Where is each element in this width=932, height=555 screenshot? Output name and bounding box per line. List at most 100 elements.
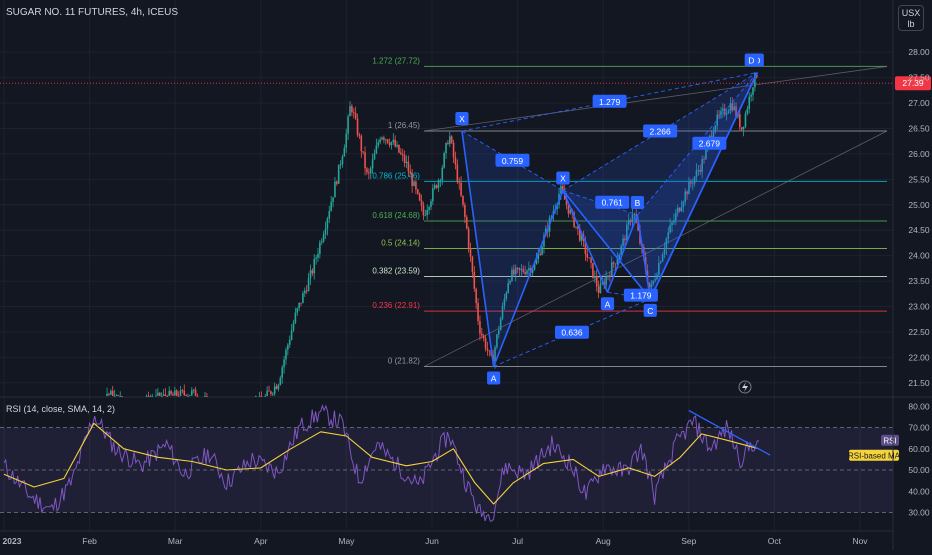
time-tick-label: Oct [768,536,782,546]
candle-body [592,262,594,278]
candle-body [319,242,321,254]
candle-body [693,176,696,184]
candle-body [405,161,408,163]
candle-body [377,142,380,146]
candle-body [275,386,278,390]
candle-body [740,127,743,130]
candle-body [482,335,485,339]
candle-body [441,167,444,181]
candle-body [752,87,754,95]
candle-body [268,390,270,392]
candle-body [727,111,730,114]
rsi-tick-label: 60.00 [908,444,930,454]
candle-body [181,390,184,391]
candle-body [330,201,332,212]
price-tick-label: 28.00 [908,47,930,57]
pattern-ratio-label: 2.679 [699,139,721,149]
rsi-tick-label: 50.00 [908,465,930,475]
candle-body [149,396,152,397]
candle-body [354,112,357,119]
candle-body [501,305,504,319]
rsi-trendline [688,409,771,456]
price-tick-label: 27.00 [908,98,930,108]
candle-body [518,267,521,270]
candle-body [166,396,169,397]
candle-body [725,113,728,115]
candle-body [194,389,197,396]
candle-body [415,181,417,190]
candle-body [145,396,148,397]
candle-body [539,253,541,255]
pattern-point-label-box [487,371,501,385]
candle-body [601,282,604,284]
rsi-line [3,404,760,522]
candle-body [428,207,430,211]
pattern-point-label: A [605,299,611,309]
candle-body [618,254,621,259]
candle-body [718,114,720,116]
candle-body [639,230,641,244]
candle-body [648,282,651,288]
chart-title: SUGAR NO. 11 FUTURES, 4h, ICEUS [6,7,179,18]
candle-body [654,279,656,281]
candle-body [712,131,715,139]
candle-body [631,214,634,223]
candle-body [560,185,562,194]
candle-body [462,195,464,205]
candle-body [550,216,553,218]
candle-body [381,137,383,140]
candle-body [561,185,564,192]
candle-body [433,185,436,189]
candle-body [271,393,274,395]
candle-body [396,144,398,147]
candle-body [484,338,487,349]
candle-body [473,271,476,289]
candle-body [701,159,703,172]
candle-body [290,330,293,340]
rsi-pane: RSI RSI-based MA [0,404,901,522]
candle-body [418,193,421,201]
candle-body [577,226,579,229]
candle-body [386,139,389,143]
fib-level-label: 0.236 (22.91) [372,301,420,310]
candle-body [516,267,519,269]
candle-body [422,205,425,216]
candle-body [514,267,517,275]
candle-body [413,181,415,186]
pattern-ratio-line [562,190,638,216]
candle-body [285,349,287,360]
candle-body [320,241,323,243]
candle-body [170,390,172,395]
unit-selector[interactable]: USX lb [898,5,924,31]
candle-body [191,390,193,396]
candle-body [716,114,719,126]
candle-body [729,103,732,112]
candle-body [298,302,300,309]
price-tag-box [895,76,931,91]
candle-body [255,396,257,397]
pattern-leg [562,190,651,300]
price-tick-label: 27.50 [908,73,930,83]
candle-body [464,204,466,217]
candle-body [522,269,525,273]
candle-body [575,226,577,228]
candle-body [739,114,741,128]
candle-body [337,164,340,184]
candle-body [578,228,581,241]
candle-body [366,168,368,173]
candle-body [106,393,108,396]
pattern-point-label-box [630,195,645,209]
candle-body [192,389,195,391]
candle-body [292,322,295,331]
candle-body [364,152,366,169]
candle-body [409,171,412,174]
candle-body [258,396,261,397]
candle-body [616,258,619,265]
fib-level-label: 1 (26.45) [388,121,420,130]
candle-body [735,106,737,117]
candle-body [437,180,440,188]
pattern-ratio-label: 1.179 [630,291,652,301]
candle-body [486,348,489,351]
